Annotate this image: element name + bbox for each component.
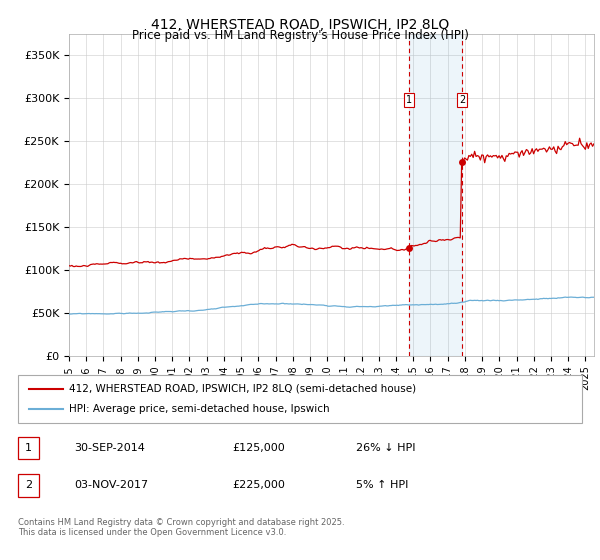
Text: 412, WHERSTEAD ROAD, IPSWICH, IP2 8LQ: 412, WHERSTEAD ROAD, IPSWICH, IP2 8LQ — [151, 18, 449, 32]
FancyBboxPatch shape — [18, 375, 582, 423]
Text: 1: 1 — [25, 443, 32, 453]
Text: 412, WHERSTEAD ROAD, IPSWICH, IP2 8LQ (semi-detached house): 412, WHERSTEAD ROAD, IPSWICH, IP2 8LQ (s… — [69, 384, 416, 394]
Text: £125,000: £125,000 — [232, 443, 285, 453]
Text: 03-NOV-2017: 03-NOV-2017 — [74, 480, 149, 490]
FancyBboxPatch shape — [18, 474, 40, 497]
Text: 26% ↓ HPI: 26% ↓ HPI — [356, 443, 416, 453]
Bar — [409, 34, 462, 356]
Text: 2: 2 — [25, 480, 32, 490]
Text: HPI: Average price, semi-detached house, Ipswich: HPI: Average price, semi-detached house,… — [69, 404, 329, 414]
Text: Contains HM Land Registry data © Crown copyright and database right 2025.
This d: Contains HM Land Registry data © Crown c… — [18, 518, 344, 538]
FancyBboxPatch shape — [18, 437, 40, 459]
Text: £225,000: £225,000 — [232, 480, 285, 490]
Text: 1: 1 — [406, 95, 412, 105]
Text: 2: 2 — [459, 95, 465, 105]
Text: 30-SEP-2014: 30-SEP-2014 — [74, 443, 145, 453]
Text: 5% ↑ HPI: 5% ↑ HPI — [356, 480, 409, 490]
Text: Price paid vs. HM Land Registry's House Price Index (HPI): Price paid vs. HM Land Registry's House … — [131, 29, 469, 42]
